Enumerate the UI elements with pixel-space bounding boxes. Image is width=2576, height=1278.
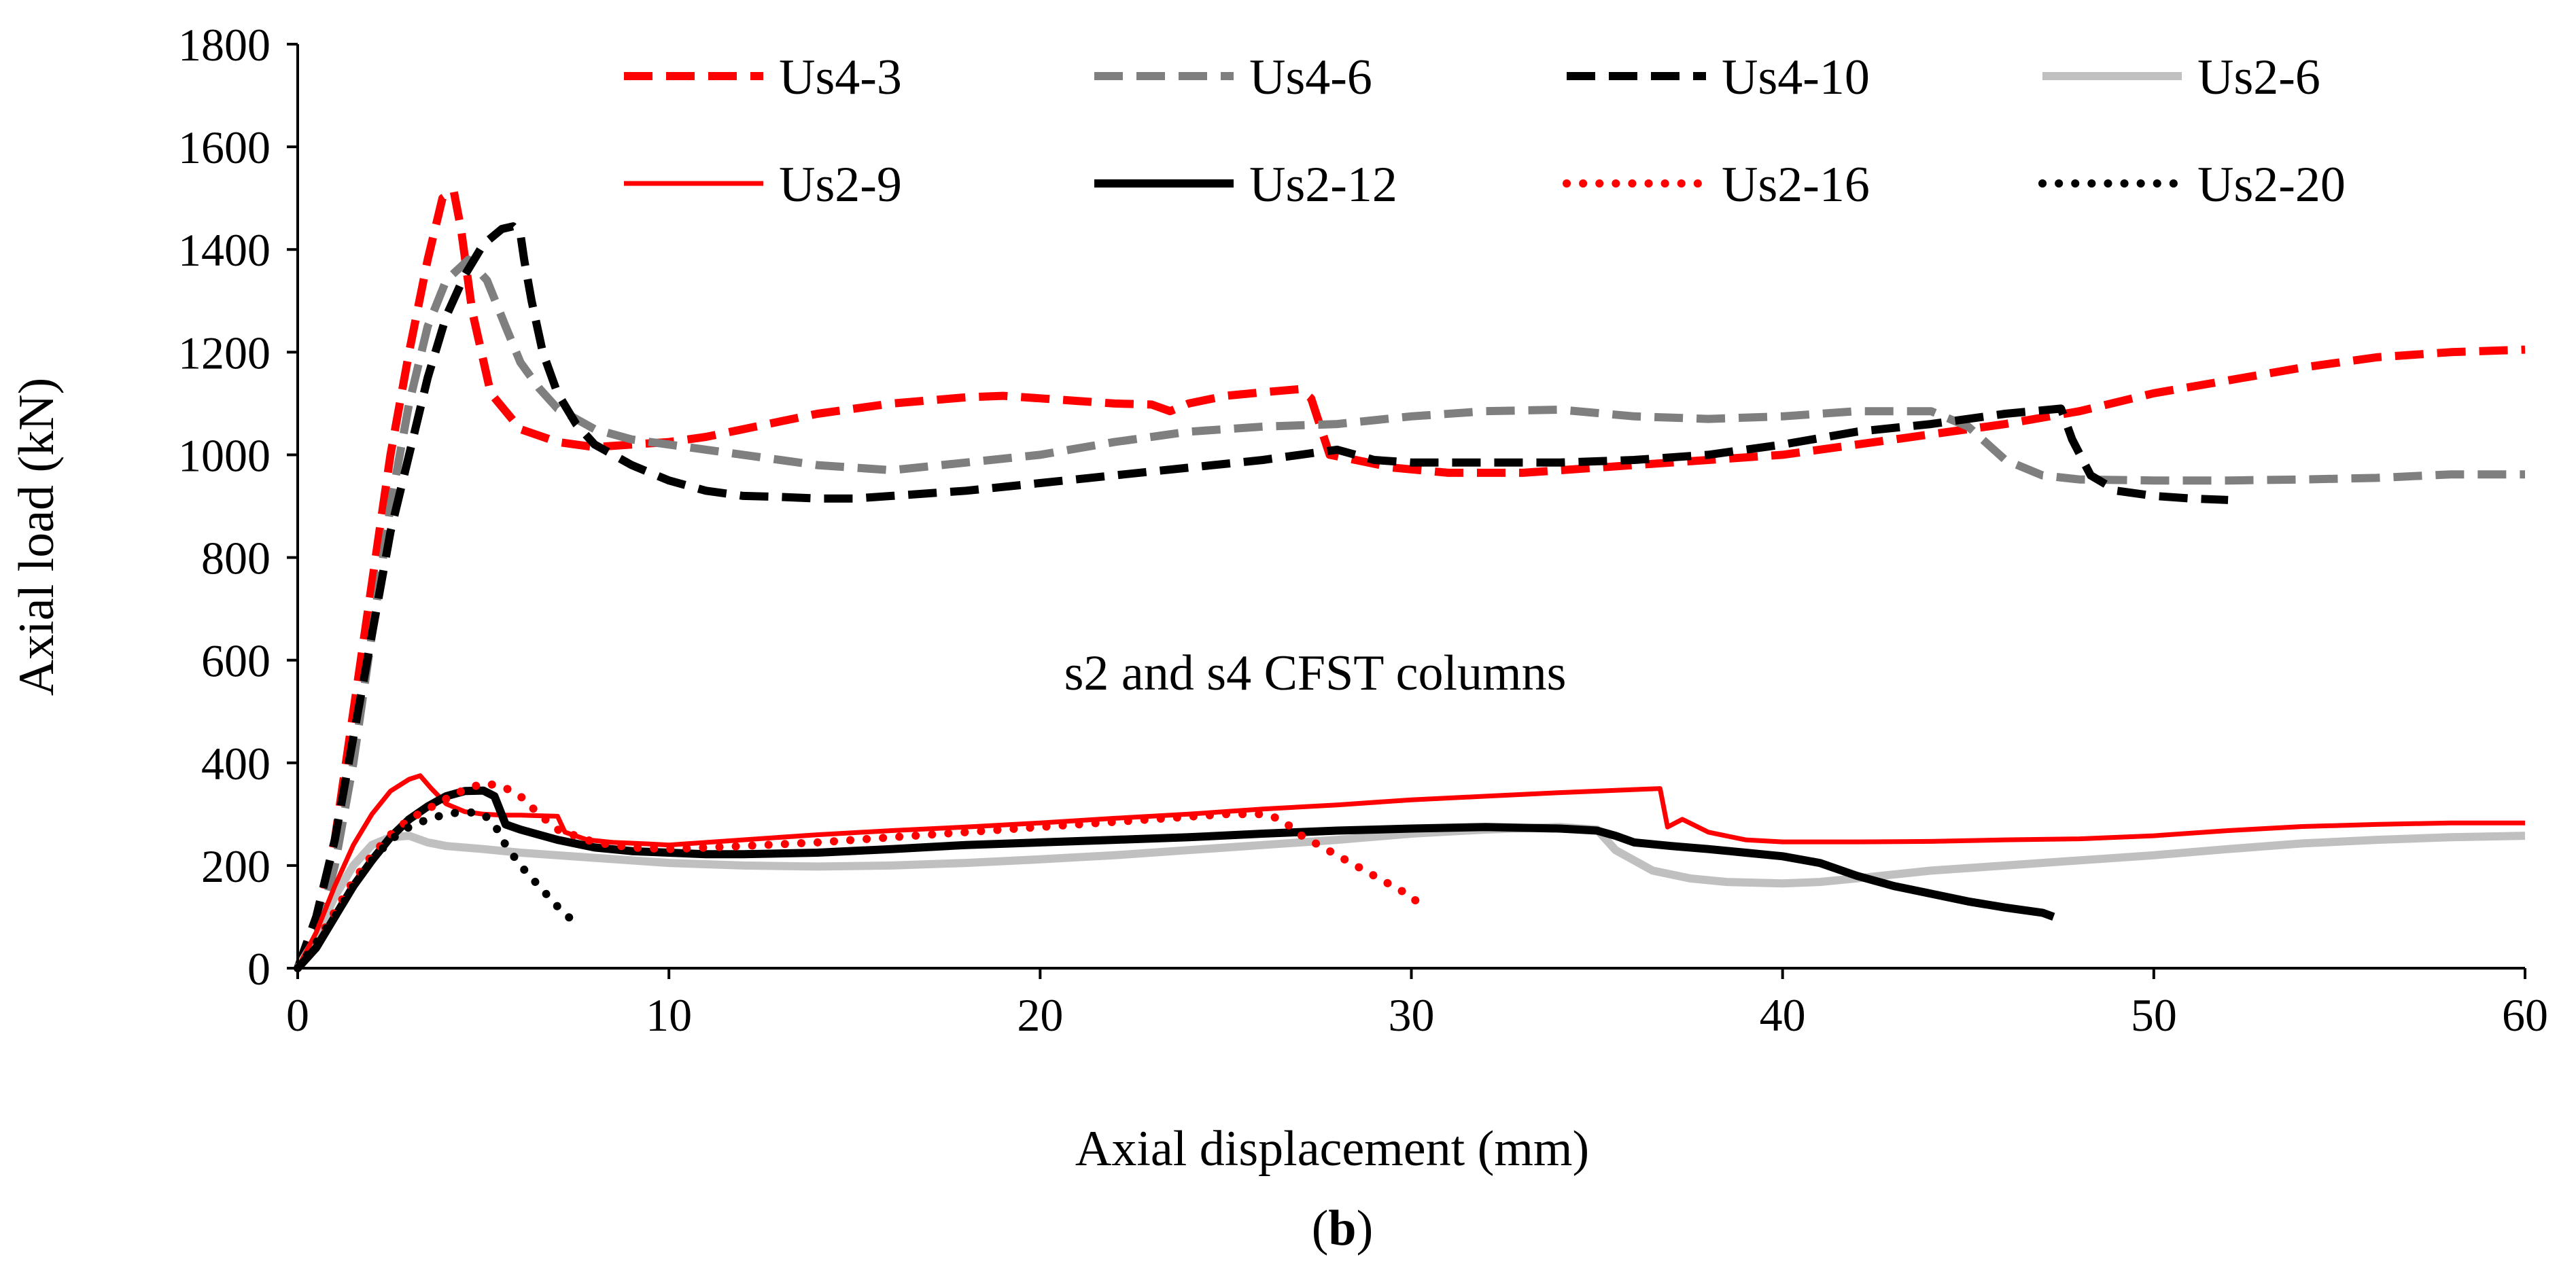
caption-open-paren: ( bbox=[1312, 1201, 1329, 1256]
series-lines bbox=[294, 186, 2526, 972]
series-line-us2-20 bbox=[294, 807, 580, 972]
legend-label: Us4-3 bbox=[779, 50, 902, 105]
y-tick-label: 1600 bbox=[178, 122, 271, 173]
x-axis: 0 10 20 30 40 50 60 bbox=[286, 967, 2548, 1041]
x-tick-label: 40 bbox=[1760, 989, 1806, 1041]
series-line-us2-6 bbox=[294, 823, 2526, 971]
caption-close-paren: ) bbox=[1357, 1201, 1374, 1256]
legend-label: Us2-16 bbox=[1722, 157, 1870, 213]
legend-item-us2-12: Us2-12 bbox=[1094, 157, 1397, 213]
series-line-us2-12 bbox=[294, 786, 2055, 972]
figure-caption: (b) bbox=[1312, 1201, 1373, 1256]
legend-label: Us2-6 bbox=[2197, 50, 2320, 105]
x-tick-label: 0 bbox=[286, 989, 309, 1041]
legend-label: Us2-20 bbox=[2197, 157, 2346, 213]
y-tick-label: 1800 bbox=[178, 19, 271, 71]
y-tick-label: 1400 bbox=[178, 224, 271, 276]
legend-item-us2-20: Us2-20 bbox=[2038, 157, 2346, 213]
y-tick-label: 200 bbox=[201, 840, 271, 892]
series-line-us2-9 bbox=[295, 773, 2525, 970]
legend-item-us2-16: Us2-16 bbox=[1563, 157, 1870, 213]
y-tick-label: 1000 bbox=[178, 429, 271, 481]
y-axis-title: Axial load (kN) bbox=[9, 378, 65, 696]
legend-item-us4-6: Us4-6 bbox=[1094, 50, 1372, 105]
x-tick-label: 20 bbox=[1017, 989, 1063, 1041]
series-line-us4-6 bbox=[294, 255, 2525, 971]
x-tick-label: 50 bbox=[2131, 989, 2177, 1041]
series-line-us2-16 bbox=[294, 779, 1427, 972]
caption-letter: b bbox=[1328, 1201, 1356, 1256]
legend-label: Us4-6 bbox=[1249, 50, 1372, 105]
legend-label: Us2-12 bbox=[1249, 157, 1397, 213]
chart-annotation: s2 and s4 CFST columns bbox=[1064, 645, 1567, 701]
legend-item-us2-9: Us2-9 bbox=[624, 157, 902, 213]
y-tick-label: 800 bbox=[201, 533, 271, 584]
legend-label: Us4-10 bbox=[1722, 50, 1870, 105]
legend-item-us4-3: Us4-3 bbox=[624, 50, 902, 105]
legend-label: Us2-9 bbox=[779, 157, 902, 213]
x-tick-label: 30 bbox=[1389, 989, 1435, 1041]
y-tick-label: 600 bbox=[201, 635, 271, 687]
y-tick-label: 0 bbox=[247, 943, 271, 995]
legend-item-us4-10: Us4-10 bbox=[1567, 50, 1870, 105]
y-tick-label: 1200 bbox=[178, 327, 271, 378]
series-line-us4-3 bbox=[294, 186, 2526, 970]
y-tick-label: 400 bbox=[201, 738, 271, 789]
x-axis-title: Axial displacement (mm) bbox=[1075, 1121, 1589, 1177]
x-tick-label: 60 bbox=[2502, 989, 2548, 1041]
legend: Us4-3 Us4-6 Us4-10 Us2-6 Us2-9 Us2-12 Us2-16 Us… bbox=[624, 50, 2346, 213]
x-tick-label: 10 bbox=[646, 989, 692, 1041]
y-axis: 0 200 400 600 800 1000 1200 1400 1600 1800 bbox=[178, 19, 299, 995]
legend-item-us2-6: Us2-6 bbox=[2042, 50, 2320, 105]
series-line-us4-10 bbox=[294, 222, 2229, 970]
